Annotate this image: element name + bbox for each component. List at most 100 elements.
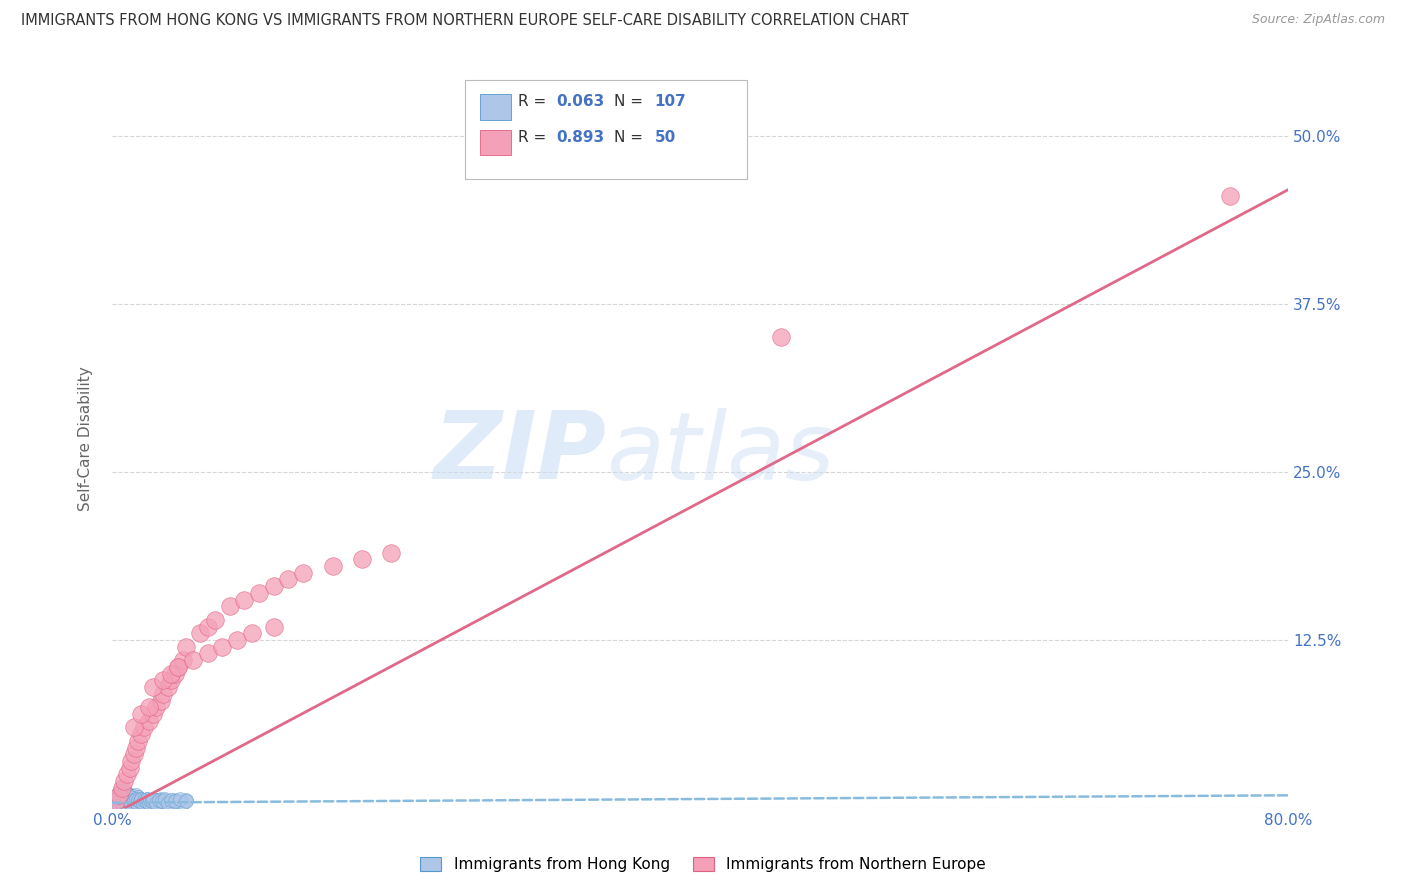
Point <box>115 791 138 805</box>
Point <box>136 791 159 805</box>
Point <box>114 793 136 807</box>
Point <box>131 727 153 741</box>
Point <box>110 796 132 810</box>
Point <box>111 789 134 803</box>
Point <box>136 791 159 805</box>
Point <box>172 796 194 810</box>
Point <box>167 660 190 674</box>
Point <box>380 546 402 560</box>
Point <box>122 791 145 805</box>
Point <box>141 794 163 808</box>
Point <box>197 619 219 633</box>
Point <box>247 586 270 600</box>
Point <box>122 797 145 811</box>
Point <box>163 793 186 807</box>
Point <box>112 774 135 789</box>
Point <box>160 666 183 681</box>
Point <box>211 640 233 654</box>
Point <box>131 706 153 721</box>
Point <box>104 798 127 813</box>
Point <box>152 796 174 810</box>
Point <box>107 790 129 805</box>
Point <box>145 700 167 714</box>
Y-axis label: Self-Care Disability: Self-Care Disability <box>79 366 93 511</box>
Point <box>160 793 183 807</box>
Point <box>134 793 156 807</box>
Point <box>110 796 132 810</box>
Point <box>115 786 138 800</box>
Point <box>174 793 197 807</box>
Text: atlas: atlas <box>606 408 834 499</box>
Point <box>129 794 152 808</box>
Point <box>131 791 153 805</box>
Point <box>118 761 141 775</box>
Point <box>169 791 191 805</box>
Point <box>131 797 153 811</box>
Point <box>110 788 132 802</box>
Point <box>114 790 136 805</box>
Point <box>112 785 135 799</box>
Text: 0.893: 0.893 <box>557 130 605 145</box>
Point <box>135 794 157 808</box>
Point <box>145 796 167 810</box>
Point <box>114 788 136 802</box>
Point <box>110 780 132 795</box>
Text: R =: R = <box>517 130 551 145</box>
Point <box>165 794 187 808</box>
Point <box>226 632 249 647</box>
Point <box>105 794 128 808</box>
Point <box>134 720 156 734</box>
Point <box>108 797 131 811</box>
Point <box>125 796 148 810</box>
Point <box>118 796 141 810</box>
Point <box>105 794 128 808</box>
Point <box>117 789 139 803</box>
Point <box>111 797 134 811</box>
Point <box>240 626 263 640</box>
Text: 50: 50 <box>654 130 676 145</box>
Point <box>142 791 165 805</box>
Point <box>122 794 145 808</box>
Point <box>139 793 162 807</box>
Point <box>104 797 127 811</box>
Point <box>121 793 143 807</box>
Point <box>152 687 174 701</box>
Point <box>150 794 173 808</box>
Point <box>122 720 145 734</box>
Point <box>132 796 155 810</box>
Text: ZIP: ZIP <box>433 407 606 500</box>
Text: R =: R = <box>517 95 551 110</box>
Point <box>277 573 299 587</box>
Point <box>146 793 169 807</box>
Point <box>141 794 163 808</box>
Point <box>350 552 373 566</box>
Point <box>233 592 256 607</box>
Point <box>263 619 285 633</box>
Point <box>160 673 183 688</box>
Point <box>124 791 146 805</box>
Point <box>152 673 174 688</box>
Point <box>103 799 125 814</box>
Point <box>132 796 155 810</box>
Point <box>263 579 285 593</box>
Point <box>107 796 129 810</box>
Point <box>138 796 160 810</box>
Point <box>134 793 156 807</box>
Point <box>160 796 183 810</box>
Point <box>124 740 146 755</box>
Point <box>167 794 190 808</box>
Point <box>142 791 165 805</box>
Point <box>120 797 142 811</box>
Point <box>122 747 145 762</box>
Point <box>145 796 167 810</box>
Text: 0.063: 0.063 <box>557 95 605 110</box>
FancyBboxPatch shape <box>481 95 510 120</box>
Point <box>138 714 160 728</box>
Point <box>108 798 131 813</box>
Point <box>105 789 128 803</box>
Point <box>127 734 149 748</box>
Text: N =: N = <box>614 130 648 145</box>
Text: Source: ZipAtlas.com: Source: ZipAtlas.com <box>1251 13 1385 27</box>
Point <box>110 790 132 805</box>
Point <box>108 788 131 802</box>
